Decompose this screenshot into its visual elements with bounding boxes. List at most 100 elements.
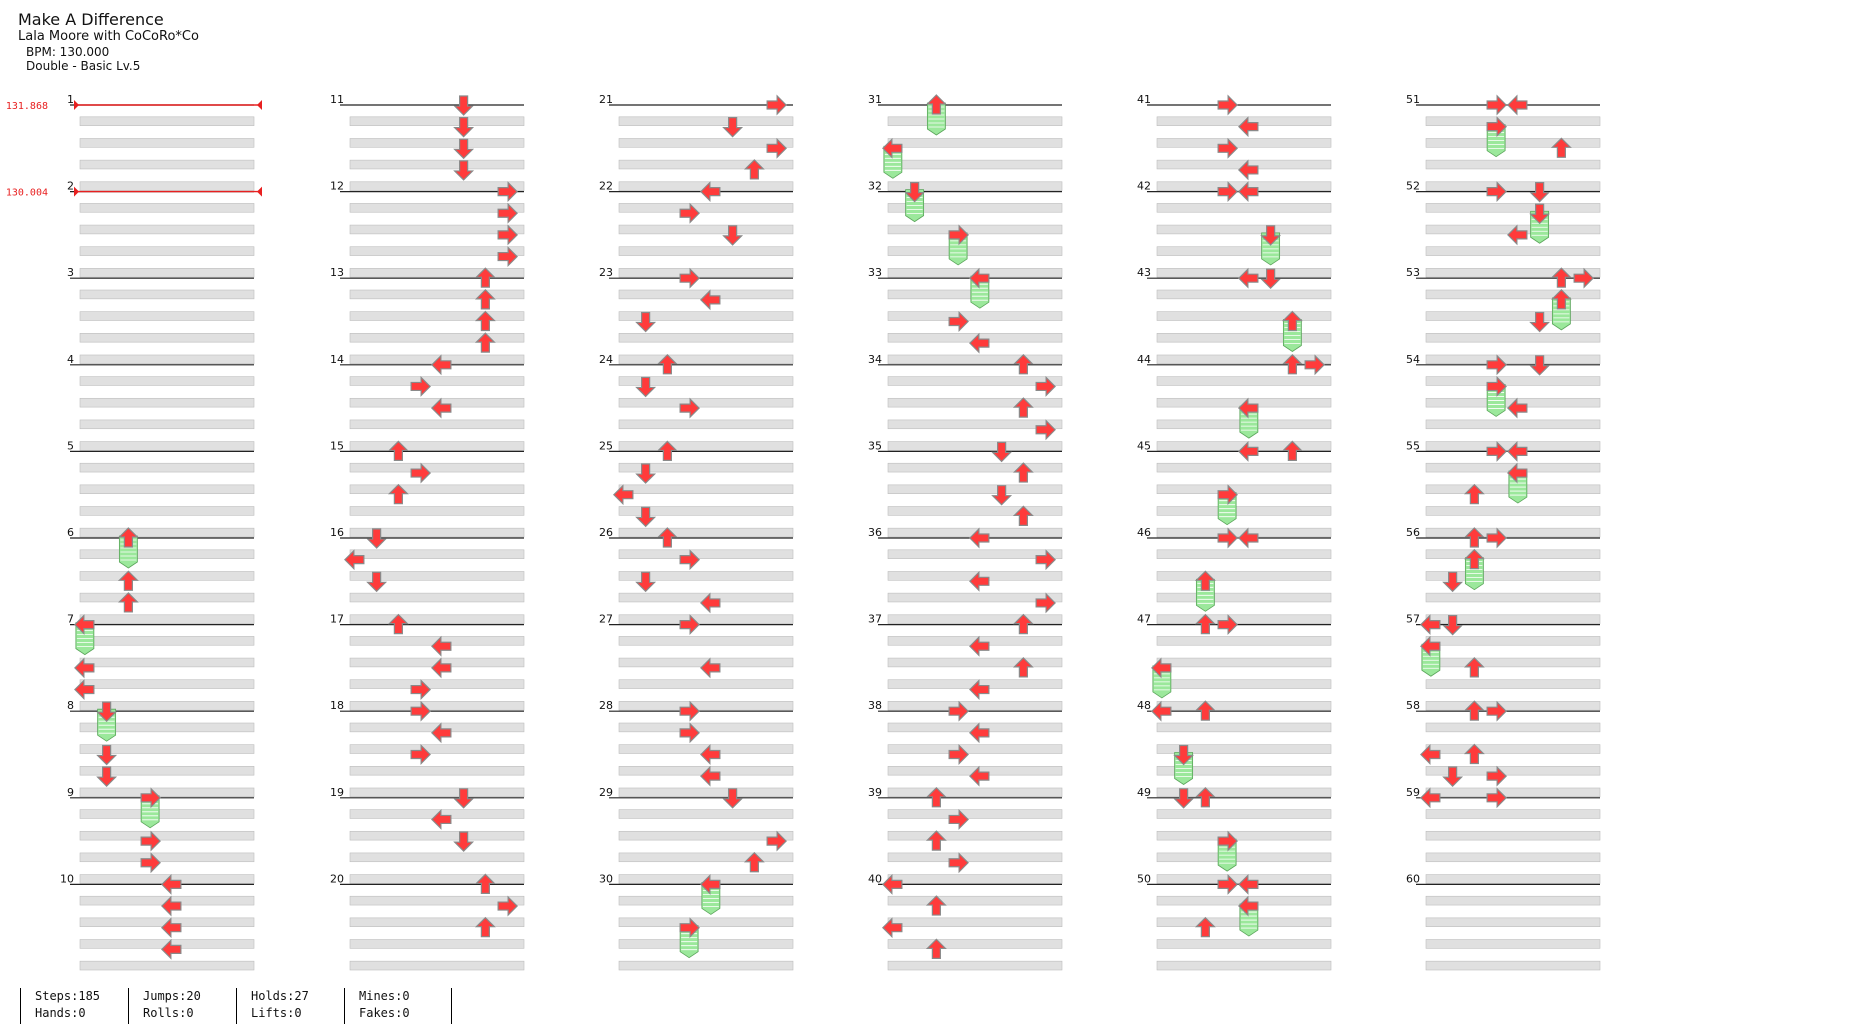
arrow-down-icon <box>453 831 475 852</box>
arrow-down-icon <box>1260 268 1282 290</box>
arrow-down-icon <box>635 311 657 333</box>
arrow-left-icon <box>700 289 721 311</box>
beat-band <box>1425 917 1601 927</box>
arrow-down-icon <box>635 571 657 593</box>
beat-band <box>349 571 525 581</box>
beat-band <box>349 744 525 754</box>
beat-band <box>618 852 794 863</box>
beat-band <box>1156 744 1332 754</box>
beat-band <box>1156 311 1332 321</box>
arrow-left-icon <box>969 570 990 592</box>
beat-band <box>1425 895 1601 906</box>
arrow-left-icon <box>1420 635 1441 657</box>
arrow-left-icon <box>74 679 95 700</box>
arrow-left-icon <box>1151 657 1172 679</box>
arrow-right-icon <box>679 614 700 636</box>
arrow-down-icon <box>453 117 475 138</box>
beat-band <box>349 268 525 278</box>
arrow-left-icon <box>969 635 990 657</box>
song-title: Make A Difference <box>18 10 164 29</box>
beat-band <box>79 376 255 386</box>
arrow-up-icon <box>117 570 139 591</box>
arrow-down-icon <box>453 788 475 809</box>
measure-number: 45 <box>1137 439 1151 452</box>
beat-band <box>618 116 794 126</box>
beat-band <box>1156 852 1332 863</box>
beat-band <box>618 159 794 170</box>
beat-band <box>618 960 794 971</box>
beat-band <box>1156 354 1332 365</box>
arrow-left-icon <box>1238 895 1259 917</box>
beat-band <box>1425 506 1601 516</box>
arrow-right-icon <box>1217 484 1238 506</box>
stat-jumps: Jumps:20 <box>143 989 201 1003</box>
arrow-down-icon <box>1173 744 1195 766</box>
beat-band <box>349 441 525 451</box>
beat-band <box>618 679 794 689</box>
measure-number: 36 <box>868 526 882 539</box>
arrow-right-icon <box>1035 419 1056 441</box>
arrow-up-icon <box>1012 353 1034 375</box>
beat-band <box>887 874 1063 884</box>
arrow-left-icon <box>431 635 452 657</box>
beat-band <box>79 116 255 126</box>
arrow-down-icon <box>1442 766 1464 787</box>
arrow-right-icon <box>766 137 787 159</box>
measure-number: 25 <box>599 439 613 452</box>
beat-band <box>1425 787 1601 798</box>
beat-band <box>887 549 1063 559</box>
arrow-left-icon <box>969 527 990 549</box>
arrow-right-icon <box>1035 592 1056 614</box>
beat-band <box>349 592 525 603</box>
beat-band <box>1425 679 1601 689</box>
arrow-left-icon <box>700 765 721 787</box>
beat-band <box>1425 571 1601 581</box>
arrow-right-icon <box>1035 376 1056 397</box>
arrow-left-icon <box>161 917 182 939</box>
beat-band <box>79 181 255 191</box>
beat-band <box>618 224 794 235</box>
beat-band <box>1156 636 1332 646</box>
arrow-left-icon <box>1420 787 1441 809</box>
measure-number: 51 <box>1406 93 1420 106</box>
bpm-change-start-marker <box>74 100 79 110</box>
arrow-up-icon <box>474 332 496 353</box>
beat-band <box>618 636 794 646</box>
beat-band <box>349 484 525 494</box>
beat-band <box>1156 592 1332 603</box>
measure-number: 9 <box>67 786 74 799</box>
measure-number: 22 <box>599 180 613 193</box>
beat-band <box>349 701 525 711</box>
measure-number: 58 <box>1406 699 1420 712</box>
beat-band <box>79 722 255 733</box>
arrow-right-icon <box>948 809 969 830</box>
beat-band <box>887 830 1063 841</box>
arrow-left-icon <box>969 267 990 289</box>
beat-band <box>79 333 255 343</box>
arrow-left-icon <box>431 397 452 419</box>
beat-band <box>349 203 525 213</box>
arrow-up-icon <box>1463 657 1485 678</box>
beat-band <box>79 787 255 798</box>
beat-band <box>79 354 255 365</box>
beat-band <box>618 787 794 798</box>
arrow-left-icon <box>882 873 903 895</box>
measure-number: 42 <box>1137 180 1151 193</box>
arrow-left-icon <box>1238 267 1259 289</box>
arrow-up-icon <box>387 483 409 505</box>
beat-band <box>1156 701 1332 711</box>
arrow-right-icon <box>679 917 700 939</box>
beat-band <box>79 830 255 841</box>
arrow-left-icon <box>431 722 452 744</box>
beat-band <box>1425 527 1601 538</box>
beat-band <box>618 917 794 927</box>
arrow-right-icon <box>497 246 518 267</box>
beat-band <box>79 701 255 711</box>
arrow-up-icon <box>1463 527 1485 548</box>
arrow-left-icon <box>1507 440 1528 462</box>
arrow-up-icon <box>1463 483 1485 505</box>
arrow-up-icon <box>387 440 409 461</box>
arrow-up-icon <box>1194 570 1216 591</box>
measure-number: 20 <box>330 872 344 885</box>
beat-band <box>618 830 794 841</box>
